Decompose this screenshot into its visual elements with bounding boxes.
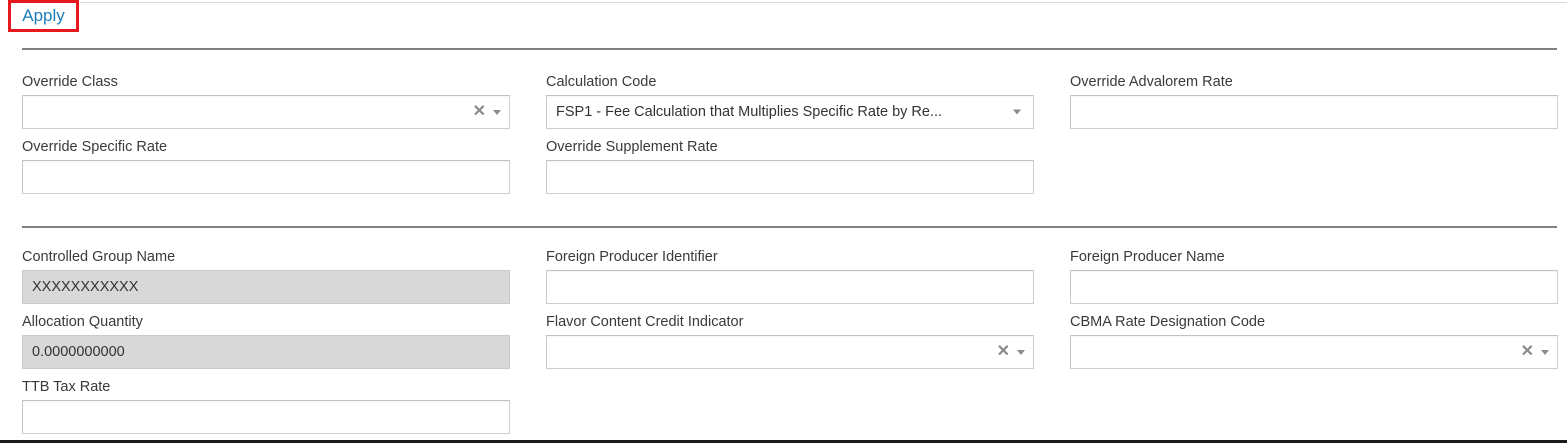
- chevron-down-icon[interactable]: [1541, 349, 1549, 355]
- override-advalorem-rate-input[interactable]: [1070, 95, 1558, 129]
- field-cbma-rate-designation-code: CBMA Rate Designation Code ✕: [1070, 312, 1558, 369]
- override-supplement-rate-input[interactable]: [546, 160, 1034, 194]
- apply-highlight-box: Apply: [8, 0, 79, 32]
- field-allocation-quantity: Allocation Quantity 0.0000000000: [22, 312, 510, 369]
- field-label: Controlled Group Name: [22, 249, 176, 265]
- bottom-border: [0, 440, 1567, 443]
- override-class-select[interactable]: ✕: [22, 95, 510, 129]
- foreign-producer-name-input[interactable]: [1070, 270, 1558, 304]
- field-flavor-content-credit-indicator: Flavor Content Credit Indicator ✕: [546, 312, 1034, 369]
- field-override-advalorem-rate: Override Advalorem Rate: [1070, 72, 1558, 129]
- chevron-down-icon[interactable]: [1017, 349, 1025, 355]
- cbma-column-1: Controlled Group Name XXXXXXXXXXX Alloca…: [22, 247, 510, 442]
- ttb-tax-rate-input[interactable]: [22, 400, 510, 434]
- controlled-group-name-input: XXXXXXXXXXX: [22, 270, 510, 304]
- field-label: Override Supplement Rate: [546, 139, 718, 155]
- field-value: XXXXXXXXXXX: [32, 279, 139, 295]
- top-hairline: [80, 2, 1567, 3]
- field-label: Override Specific Rate: [22, 139, 168, 155]
- field-label: Allocation Quantity: [22, 314, 143, 330]
- allocation-quantity-input: 0.0000000000: [22, 335, 510, 369]
- apply-button[interactable]: Apply: [22, 6, 65, 25]
- field-ttb-tax-rate: TTB Tax Rate: [22, 377, 510, 434]
- calculation-code-select[interactable]: FSP1 - Fee Calculation that Multiplies S…: [546, 95, 1034, 129]
- cbma-column-3: Foreign Producer Name CBMA Rate Designat…: [1070, 247, 1558, 377]
- clear-icon[interactable]: ✕: [996, 343, 1010, 360]
- override-column-2: Calculation Code FSP1 - Fee Calculation …: [546, 72, 1034, 202]
- field-label: Foreign Producer Identifier: [546, 249, 718, 265]
- field-override-supplement-rate: Override Supplement Rate: [546, 137, 1034, 194]
- field-foreign-producer-identifier: Foreign Producer Identifier: [546, 247, 1034, 304]
- flavor-content-credit-indicator-select[interactable]: ✕: [546, 335, 1034, 369]
- field-label: Override Class: [22, 74, 118, 90]
- field-calculation-code: Calculation Code FSP1 - Fee Calculation …: [546, 72, 1034, 129]
- field-label: Calculation Code: [546, 74, 657, 90]
- field-label: Override Advalorem Rate: [1070, 74, 1233, 90]
- select-adornments: ✕: [473, 96, 501, 128]
- field-label: Foreign Producer Name: [1070, 249, 1225, 265]
- select-adornments: ✕: [997, 336, 1025, 368]
- override-column-3: Override Advalorem Rate: [1070, 72, 1558, 137]
- field-override-specific-rate: Override Specific Rate: [22, 137, 510, 194]
- cbma-rate-designation-code-select[interactable]: ✕: [1070, 335, 1558, 369]
- field-controlled-group-name: Controlled Group Name XXXXXXXXXXX: [22, 247, 510, 304]
- override-column-1: Override Class ✕ Override Specific Rate: [22, 72, 510, 202]
- field-label: TTB Tax Rate: [22, 379, 111, 395]
- select-adornments: ✕: [1521, 336, 1549, 368]
- override-specific-rate-input[interactable]: [22, 160, 510, 194]
- foreign-producer-identifier-input[interactable]: [546, 270, 1034, 304]
- cbma-column-2: Foreign Producer Identifier Flavor Conte…: [546, 247, 1034, 377]
- section-divider-top: [22, 48, 1557, 50]
- clear-icon[interactable]: ✕: [472, 103, 486, 120]
- clear-icon[interactable]: ✕: [1520, 343, 1534, 360]
- chevron-down-icon[interactable]: [1013, 109, 1021, 115]
- field-value: FSP1 - Fee Calculation that Multiplies S…: [556, 104, 943, 120]
- field-value: 0.0000000000: [32, 344, 125, 360]
- chevron-down-icon[interactable]: [493, 109, 501, 115]
- field-override-class: Override Class ✕: [22, 72, 510, 129]
- field-label: CBMA Rate Designation Code: [1070, 314, 1266, 330]
- field-label: Flavor Content Credit Indicator: [546, 314, 744, 330]
- section-divider-middle: [22, 226, 1557, 228]
- field-foreign-producer-name: Foreign Producer Name: [1070, 247, 1558, 304]
